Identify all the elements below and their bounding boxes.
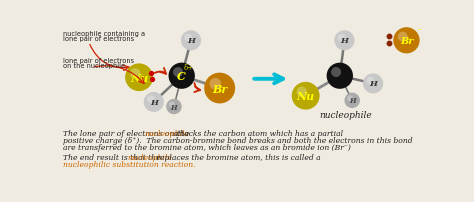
Circle shape [292,82,319,110]
Circle shape [363,74,383,94]
Circle shape [169,63,195,89]
Text: on the nucleophile: on the nucleophile [63,63,125,69]
Circle shape [366,77,374,85]
Circle shape [334,31,355,51]
Text: lone pair of electrons: lone pair of electrons [63,58,134,64]
Text: nucleophile: nucleophile [319,111,372,120]
Text: Br: Br [400,37,413,46]
Text: H: H [187,37,195,45]
Text: replaces the bromine atom, this is called a: replaces the bromine atom, this is calle… [154,153,320,161]
Circle shape [338,35,346,42]
Circle shape [144,93,164,112]
Circle shape [166,99,182,115]
Text: H: H [340,37,348,45]
Text: nucleophilic substitution reaction.: nucleophilic substitution reaction. [63,160,196,168]
Text: H: H [171,103,177,111]
Text: The end result is that the: The end result is that the [63,153,163,161]
Circle shape [327,63,353,89]
Text: The lone pair of electrons on the: The lone pair of electrons on the [63,129,191,137]
Circle shape [393,28,419,54]
Circle shape [297,87,307,98]
Circle shape [210,79,221,90]
Circle shape [173,68,183,78]
Circle shape [125,64,153,92]
Text: δ+: δ+ [184,64,194,72]
Circle shape [169,102,175,108]
Circle shape [204,73,235,104]
Text: lone pair of electrons: lone pair of electrons [63,36,134,42]
Text: nucleophile containing a: nucleophile containing a [63,31,145,37]
Text: positive charge (δ⁺).  The carbon-bromine bond breaks and both the electrons in : positive charge (δ⁺). The carbon-bromine… [63,136,413,144]
Text: H: H [349,97,356,105]
Text: nucleophile: nucleophile [144,129,189,137]
Text: H: H [369,80,377,88]
Text: H: H [150,98,158,106]
Circle shape [181,31,201,51]
Circle shape [147,96,155,103]
Text: C: C [177,71,186,82]
Circle shape [130,69,140,79]
Text: attacks the carbon atom which has a partial: attacks the carbon atom which has a part… [171,129,343,137]
Text: Nu: Nu [297,91,315,102]
Text: nucleophile: nucleophile [128,153,173,161]
Text: Br: Br [212,83,228,94]
Text: Nu: Nu [130,72,148,83]
Text: are transferred to the bromine atom, which leaves as an bromide ion (Br⁻): are transferred to the bromine atom, whi… [63,143,351,151]
Circle shape [184,35,192,42]
Circle shape [331,68,341,78]
Circle shape [347,96,353,102]
Circle shape [398,33,408,42]
Circle shape [345,93,360,108]
Text: ⁻: ⁻ [417,27,422,37]
